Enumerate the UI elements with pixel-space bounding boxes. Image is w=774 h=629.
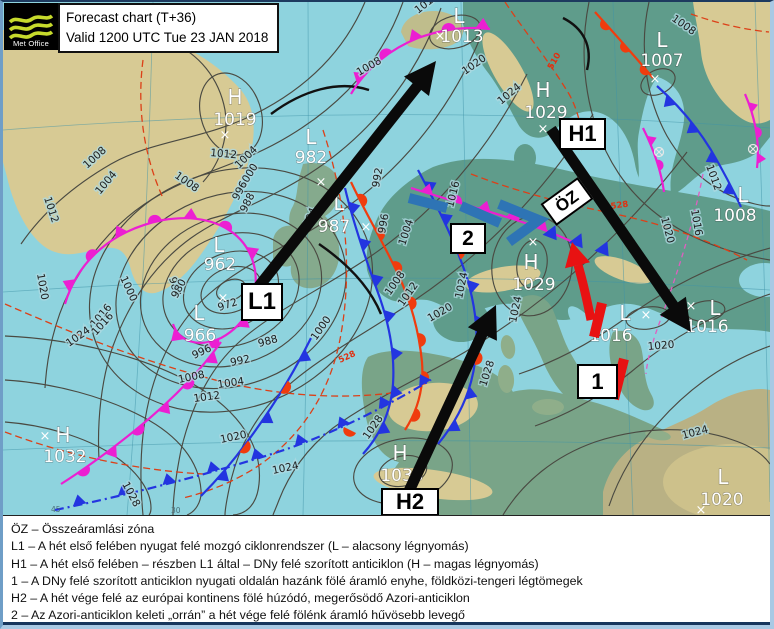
- svg-text:L: L: [619, 301, 631, 325]
- svg-text:992: 992: [229, 353, 251, 369]
- met-office-logo: Met Office: [4, 3, 58, 50]
- svg-text:1032: 1032: [43, 447, 86, 467]
- svg-text:1012: 1012: [210, 147, 238, 161]
- weather-map: 1016 1008 1012 1004 1008 1008 1000 996 988 1004 10…: [3, 2, 770, 516]
- svg-text:987: 987: [318, 217, 350, 237]
- svg-text:L: L: [305, 125, 317, 149]
- svg-text:996: 996: [376, 212, 391, 234]
- svg-text:1020: 1020: [647, 339, 675, 353]
- met-office-logo-text: Met Office: [12, 39, 50, 48]
- svg-text:×: ×: [696, 503, 707, 515]
- svg-text:992: 992: [370, 167, 385, 189]
- svg-text:L: L: [656, 28, 668, 52]
- svg-text:×: ×: [528, 235, 539, 250]
- svg-text:30: 30: [171, 506, 181, 515]
- svg-text:1007: 1007: [640, 51, 683, 71]
- chart-header: Met Office Forecast chart (T+36) Valid 1…: [4, 3, 280, 53]
- svg-text:L: L: [453, 4, 465, 28]
- svg-text:H: H: [392, 441, 407, 465]
- svg-text:1004: 1004: [217, 375, 245, 391]
- svg-text:×: ×: [538, 122, 549, 137]
- chart-valid-time: Valid 1200 UTC Tue 23 JAN 2018: [66, 30, 269, 46]
- legend-line-oz: ÖZ – Összeáramlási zóna: [11, 522, 155, 536]
- chart-title-box: Forecast chart (T+36) Valid 1200 UTC Tue…: [58, 3, 280, 53]
- legend-line-2: 2 – Az Azori-anticiklon keleti „orrán” a…: [11, 608, 465, 623]
- legend-line-1: 1 – A DNy felé szorított anticiklon nyug…: [11, 573, 583, 588]
- svg-text:L: L: [193, 301, 205, 325]
- svg-text:45: 45: [51, 505, 61, 514]
- svg-text:H: H: [55, 423, 70, 447]
- svg-text:L: L: [717, 465, 729, 489]
- svg-text:1029: 1029: [524, 103, 567, 123]
- legend-line-h2: H2 – A hét vége felé az európai kontinen…: [11, 591, 470, 606]
- svg-text:H: H: [227, 85, 242, 109]
- legend-line-h1: H1 – A hét első felében – részben L1 ált…: [11, 556, 539, 571]
- svg-text:×: ×: [650, 72, 661, 87]
- svg-text:1013: 1013: [440, 27, 483, 47]
- legend-panel: ÖZ – Összeáramlási zóna L1 – A hét első …: [3, 516, 770, 625]
- svg-text:1029: 1029: [512, 275, 555, 295]
- svg-text:×: ×: [218, 291, 229, 306]
- svg-text:1016: 1016: [685, 317, 728, 337]
- svg-text:1008: 1008: [713, 206, 756, 226]
- svg-text:L: L: [709, 296, 721, 320]
- svg-text:L: L: [737, 183, 749, 207]
- chart-title: Forecast chart (T+36): [66, 10, 197, 25]
- svg-text:1012: 1012: [193, 389, 221, 405]
- svg-text:984: 984: [166, 276, 183, 299]
- svg-text:1020: 1020: [700, 490, 743, 510]
- svg-text:966: 966: [184, 326, 216, 346]
- svg-text:528: 528: [610, 200, 629, 212]
- svg-text:×: ×: [220, 128, 231, 143]
- svg-text:×: ×: [686, 299, 697, 314]
- svg-text:H: H: [535, 78, 550, 102]
- svg-text:L: L: [213, 233, 225, 257]
- svg-text:×: ×: [40, 429, 51, 444]
- synoptic-chart-svg: 1016100810121004100810081000996988100410…: [3, 2, 770, 515]
- svg-text:982: 982: [295, 148, 327, 168]
- legend-line-l1: L1 – A hét első felében nyugat felé mozg…: [11, 539, 469, 554]
- svg-text:×: ×: [641, 308, 652, 323]
- met-office-waves-icon: [8, 14, 54, 40]
- svg-text:×: ×: [361, 220, 372, 235]
- svg-text:×: ×: [435, 29, 446, 44]
- svg-text:1019: 1019: [213, 110, 256, 130]
- svg-text:×: ×: [316, 175, 327, 190]
- svg-text:962: 962: [204, 255, 236, 275]
- svg-text:H: H: [523, 250, 538, 274]
